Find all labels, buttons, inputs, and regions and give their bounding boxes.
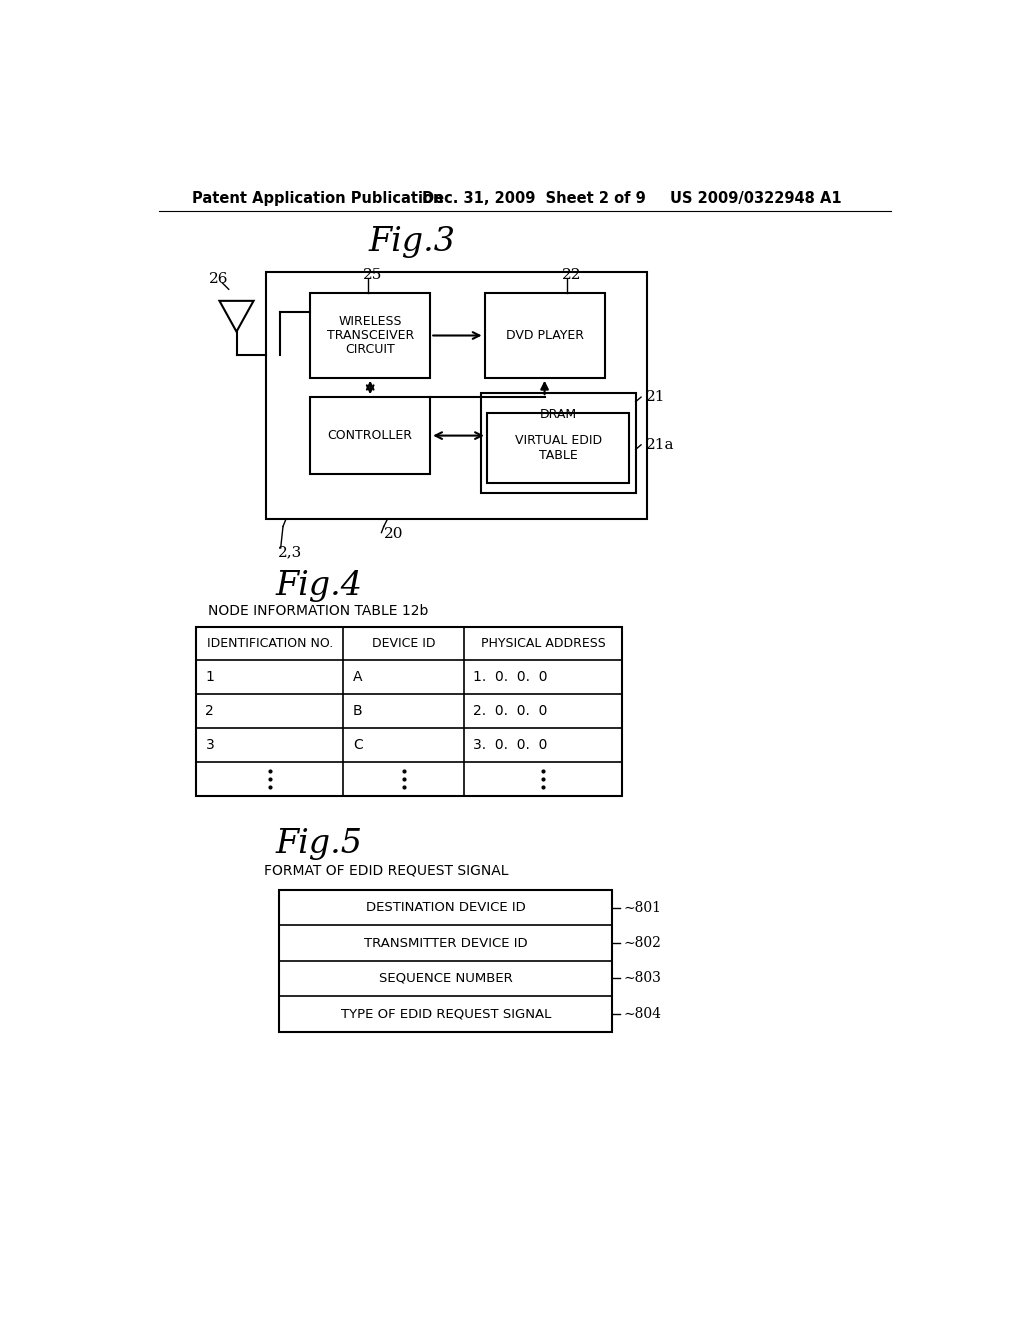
Text: 21: 21 [646, 391, 666, 404]
Text: TRANSCEIVER: TRANSCEIVER [327, 329, 414, 342]
Text: Patent Application Publication: Patent Application Publication [191, 191, 443, 206]
Bar [484, 293, 604, 378]
Bar [197, 627, 623, 796]
Bar [266, 272, 647, 519]
Text: 3.  0.  0.  0: 3. 0. 0. 0 [473, 738, 547, 752]
Text: SEQUENCE NUMBER: SEQUENCE NUMBER [379, 972, 513, 985]
Bar [480, 393, 636, 494]
Text: CONTROLLER: CONTROLLER [328, 429, 413, 442]
Text: 2: 2 [206, 705, 214, 718]
Text: DESTINATION DEVICE ID: DESTINATION DEVICE ID [366, 902, 525, 915]
Text: WIRELESS: WIRELESS [339, 315, 402, 329]
Text: 2.  0.  0.  0: 2. 0. 0. 0 [473, 705, 547, 718]
Text: VIRTUAL EDID: VIRTUAL EDID [515, 434, 602, 446]
Text: Fig.3: Fig.3 [369, 226, 456, 257]
Text: FORMAT OF EDID REQUEST SIGNAL: FORMAT OF EDID REQUEST SIGNAL [263, 863, 508, 878]
Text: 2,3: 2,3 [278, 545, 302, 560]
Text: 20: 20 [384, 527, 403, 541]
Text: A: A [352, 671, 362, 684]
Bar [280, 890, 612, 1032]
Text: DRAM: DRAM [540, 408, 577, 421]
Bar [310, 293, 430, 378]
Text: 1.  0.  0.  0: 1. 0. 0. 0 [473, 671, 548, 684]
Text: PHYSICAL ADDRESS: PHYSICAL ADDRESS [480, 638, 605, 649]
Text: C: C [352, 738, 362, 752]
Bar [310, 397, 430, 474]
Text: ∼804: ∼804 [624, 1007, 662, 1020]
Text: 22: 22 [562, 268, 582, 282]
Text: DEVICE ID: DEVICE ID [372, 638, 435, 649]
Bar [486, 413, 630, 483]
Text: Fig.5: Fig.5 [275, 828, 362, 859]
Text: NODE INFORMATION TABLE 12b: NODE INFORMATION TABLE 12b [208, 605, 428, 618]
Text: US 2009/0322948 A1: US 2009/0322948 A1 [671, 191, 842, 206]
Text: B: B [352, 705, 362, 718]
Text: 1: 1 [206, 671, 214, 684]
Text: 21a: 21a [646, 438, 674, 451]
Text: TRANSMITTER DEVICE ID: TRANSMITTER DEVICE ID [364, 936, 527, 949]
Text: Dec. 31, 2009  Sheet 2 of 9: Dec. 31, 2009 Sheet 2 of 9 [423, 191, 646, 206]
Text: Fig.4: Fig.4 [275, 570, 362, 602]
Text: 3: 3 [206, 738, 214, 752]
Text: IDENTIFICATION NO.: IDENTIFICATION NO. [207, 638, 333, 649]
Text: 26: 26 [209, 272, 229, 286]
Text: ∼802: ∼802 [624, 936, 662, 950]
Text: TYPE OF EDID REQUEST SIGNAL: TYPE OF EDID REQUEST SIGNAL [341, 1007, 551, 1020]
Text: TABLE: TABLE [539, 449, 578, 462]
Text: DVD PLAYER: DVD PLAYER [506, 329, 584, 342]
Text: CIRCUIT: CIRCUIT [345, 343, 395, 356]
Text: ∼803: ∼803 [624, 972, 662, 986]
Text: 25: 25 [362, 268, 382, 282]
Text: ∼801: ∼801 [624, 900, 662, 915]
